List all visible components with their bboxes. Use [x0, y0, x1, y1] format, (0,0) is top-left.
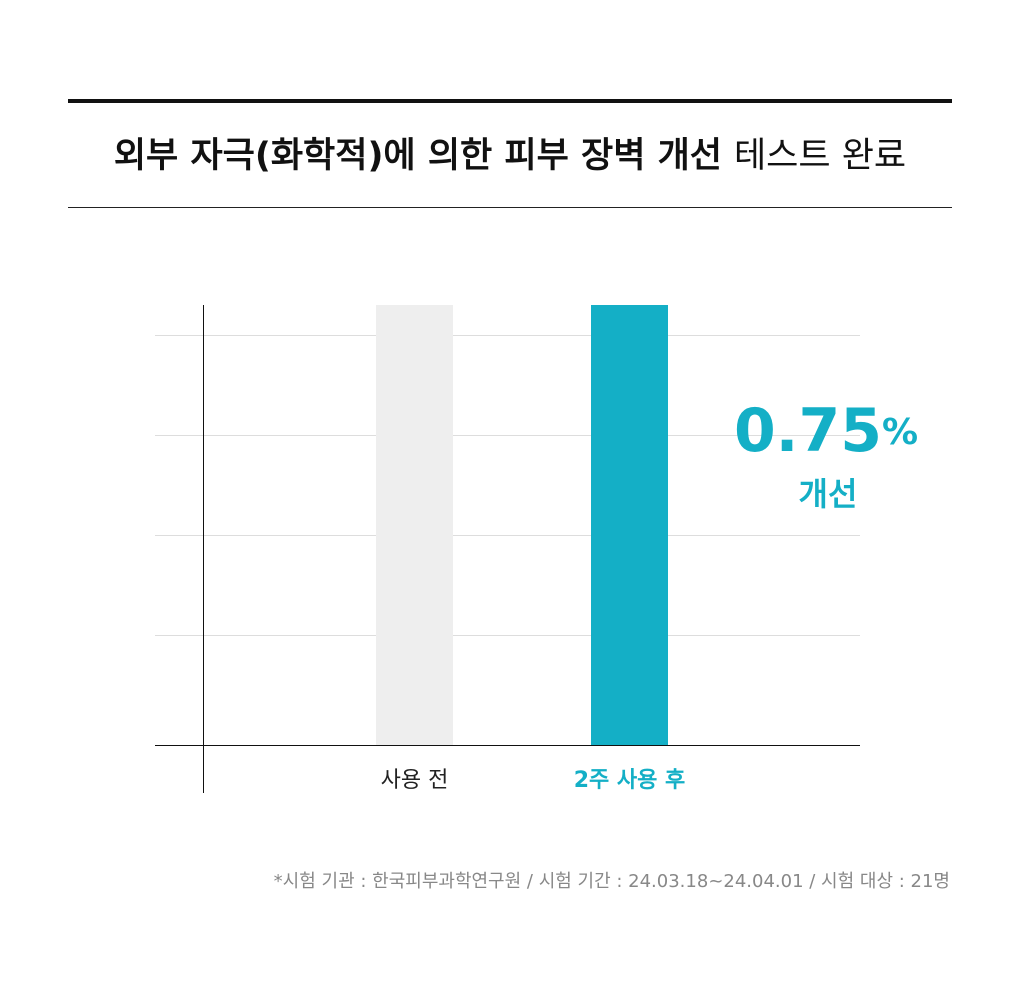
x-tick-label: 2주 사용 후	[574, 768, 686, 793]
chart-title: 외부 자극(화학적)에 의한 피부 장벽 개선 테스트 완료	[114, 136, 906, 176]
annotation-value: 0.75%	[734, 396, 918, 466]
annotation-caption: 개선	[799, 475, 858, 513]
title-suffix: 테스트 완료	[734, 136, 906, 176]
title-bold: 외부 자극(화학적)에 의한 피부 장벽 개선	[114, 136, 722, 176]
annotation-number: 0.75	[734, 396, 882, 466]
top-rule	[68, 99, 952, 103]
bar	[591, 305, 668, 745]
grid	[155, 335, 860, 636]
bars	[376, 305, 668, 745]
bar	[376, 305, 453, 745]
title-rule	[68, 207, 952, 208]
annotation-unit: %	[882, 412, 918, 453]
footnote: *시험 기관 : 한국피부과학연구원 / 시험 기간 : 24.03.18~24…	[274, 871, 950, 892]
x-tick-label: 사용 전	[381, 768, 449, 793]
